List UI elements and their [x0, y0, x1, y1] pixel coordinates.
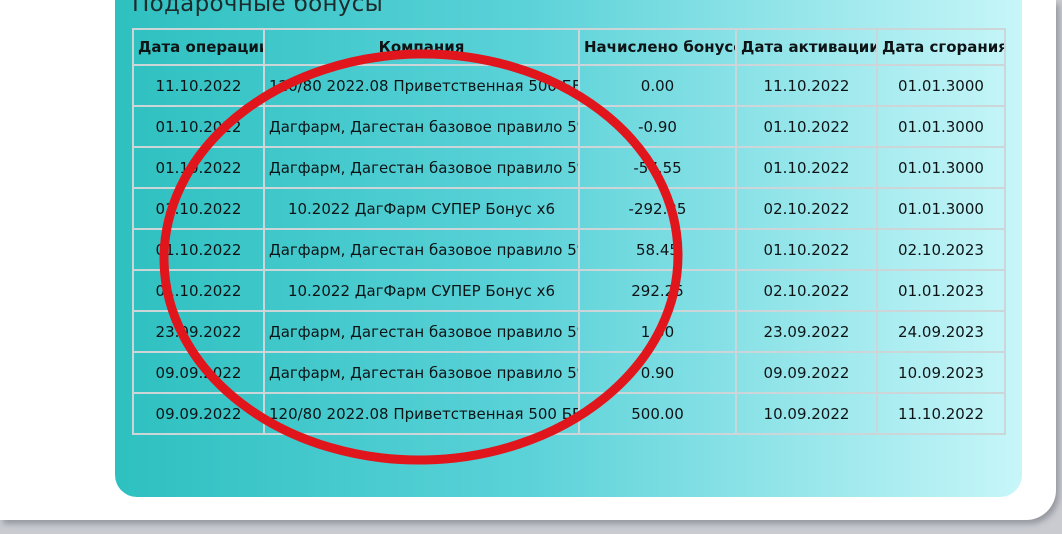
column-header-expiry-date: Дата сгорания	[876, 28, 1006, 66]
cell-activation-date: 23.09.2022	[735, 310, 878, 353]
cell-activation-date: 02.10.2022	[735, 187, 878, 230]
cell-expiry-date: 01.01.3000	[876, 64, 1006, 107]
cell-company: Дагфарм, Дагестан базовое правило 5%	[263, 310, 580, 353]
cell-operation-date: 23.09.2022	[132, 310, 265, 353]
cell-activation-date: 11.10.2022	[735, 64, 878, 107]
cell-bonus-accrued: -0.90	[578, 105, 737, 148]
bonus-table: Дата операции Компания Начислено бонусов…	[132, 28, 1006, 435]
cell-company: 120/80 2022.08 Приветственная 500 ББ	[263, 64, 580, 107]
cell-company: 10.2022 ДагФарм СУПЕР Бонус х6	[263, 269, 580, 312]
cell-operation-date: 01.10.2022	[132, 228, 265, 271]
cell-bonus-accrued: 1.00	[578, 310, 737, 353]
cell-expiry-date: 24.09.2023	[876, 310, 1006, 353]
cell-operation-date: 09.09.2022	[132, 392, 265, 435]
cell-expiry-date: 01.01.3000	[876, 146, 1006, 189]
cell-operation-date: 01.10.2022	[132, 269, 265, 312]
cell-bonus-accrued: 0.00	[578, 64, 737, 107]
table-row: 11.10.2022 120/80 2022.08 Приветственная …	[132, 64, 1006, 107]
table-row: 01.10.2022 Дагфарм, Дагестан базовое прав…	[132, 146, 1006, 189]
cell-operation-date: 11.10.2022	[132, 64, 265, 107]
page-title: Подарочные бонусы	[132, 0, 384, 17]
column-header-company: Компания	[263, 28, 580, 66]
cell-expiry-date: 10.09.2023	[876, 351, 1006, 394]
table-row: 01.10.2022 10.2022 ДагФарм СУПЕР Бонус х6…	[132, 187, 1006, 230]
cell-bonus-accrued: 500.00	[578, 392, 737, 435]
table-row: 09.09.2022 120/80 2022.08 Приветственная …	[132, 392, 1006, 435]
cell-bonus-accrued: -292.25	[578, 187, 737, 230]
cell-company: Дагфарм, Дагестан базовое правило 5%	[263, 105, 580, 148]
cell-company: 10.2022 ДагФарм СУПЕР Бонус х6	[263, 187, 580, 230]
table-row: 01.10.2022 10.2022 ДагФарм СУПЕР Бонус х6…	[132, 269, 1006, 312]
cell-operation-date: 01.10.2022	[132, 105, 265, 148]
cell-company: 120/80 2022.08 Приветственная 500 ББ	[263, 392, 580, 435]
cell-company: Дагфарм, Дагестан базовое правило 5%	[263, 228, 580, 271]
table-row: 01.10.2022 Дагфарм, Дагестан базовое прав…	[132, 228, 1006, 271]
cell-expiry-date: 02.10.2023	[876, 228, 1006, 271]
cell-activation-date: 10.09.2022	[735, 392, 878, 435]
cell-company: Дагфарм, Дагестан базовое правило 5%	[263, 351, 580, 394]
table-row: 09.09.2022 Дагфарм, Дагестан базовое прав…	[132, 351, 1006, 394]
cell-bonus-accrued: 58.45	[578, 228, 737, 271]
column-header-activation-date: Дата активации	[735, 28, 878, 66]
table-header: Дата операции Компания Начислено бонусов…	[132, 28, 1006, 66]
cell-activation-date: 01.10.2022	[735, 228, 878, 271]
cell-bonus-accrued: 0.90	[578, 351, 737, 394]
cell-bonus-accrued: -57.55	[578, 146, 737, 189]
table-header-row: Дата операции Компания Начислено бонусов…	[132, 28, 1006, 66]
cell-expiry-date: 01.01.3000	[876, 187, 1006, 230]
cell-operation-date: 01.10.2022	[132, 187, 265, 230]
cell-activation-date: 01.10.2022	[735, 105, 878, 148]
cell-activation-date: 09.09.2022	[735, 351, 878, 394]
cell-operation-date: 09.09.2022	[132, 351, 265, 394]
column-header-operation-date: Дата операции	[132, 28, 265, 66]
cell-expiry-date: 01.01.3000	[876, 105, 1006, 148]
table-row: 01.10.2022 Дагфарм, Дагестан базовое прав…	[132, 105, 1006, 148]
cell-expiry-date: 01.01.2023	[876, 269, 1006, 312]
app-page: Подарочные бонусы Дата операции Компания…	[0, 0, 1056, 520]
cell-company: Дагфарм, Дагестан базовое правило 5%	[263, 146, 580, 189]
cell-operation-date: 01.10.2022	[132, 146, 265, 189]
cell-activation-date: 02.10.2022	[735, 269, 878, 312]
cell-expiry-date: 11.10.2022	[876, 392, 1006, 435]
cell-bonus-accrued: 292.25	[578, 269, 737, 312]
column-header-bonus-accrued: Начислено бонусов	[578, 28, 737, 66]
table-body: 11.10.2022 120/80 2022.08 Приветственная …	[132, 64, 1006, 435]
table-row: 23.09.2022 Дагфарм, Дагестан базовое прав…	[132, 310, 1006, 353]
cell-activation-date: 01.10.2022	[735, 146, 878, 189]
